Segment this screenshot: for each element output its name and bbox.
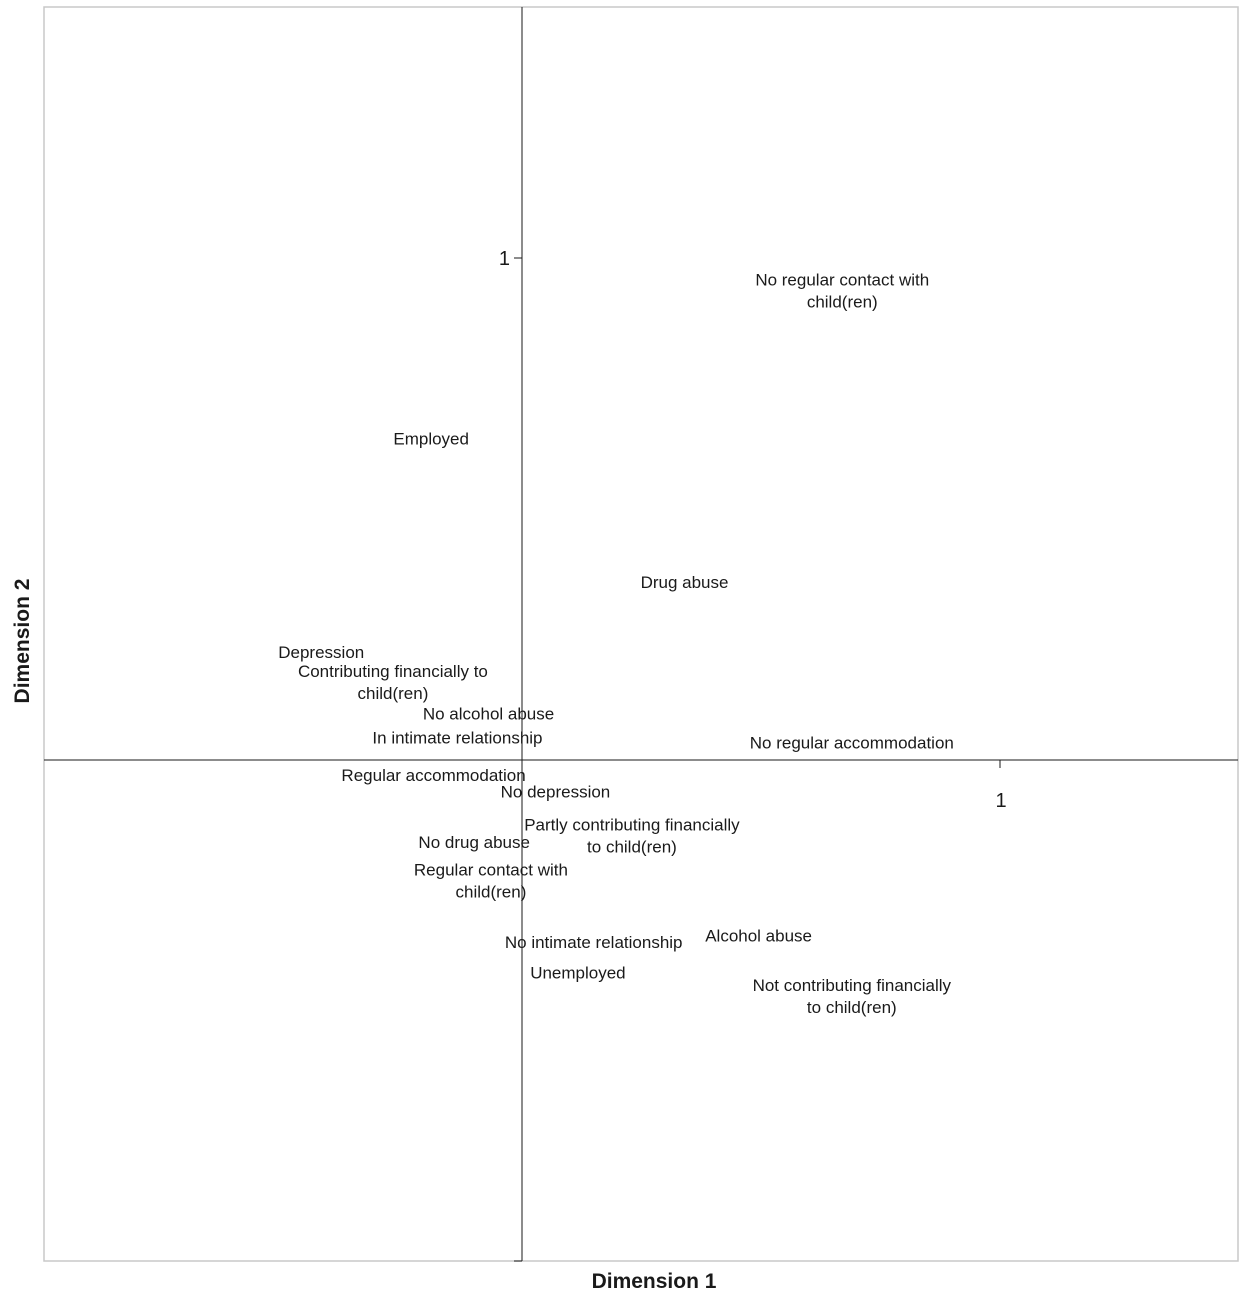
point-label-line: child(ren) bbox=[456, 882, 527, 901]
point-label: No drug abuse bbox=[418, 833, 530, 852]
point-label-line: child(ren) bbox=[807, 293, 878, 312]
point-label: In intimate relationship bbox=[372, 728, 542, 747]
point-label-line: No alcohol abuse bbox=[423, 704, 554, 723]
y-axis-title: Dimension 2 bbox=[11, 579, 34, 704]
point-label-line: Regular contact with bbox=[414, 860, 568, 879]
point-label-line: Regular accommodation bbox=[341, 766, 525, 785]
point-label-line: Alcohol abuse bbox=[705, 927, 812, 946]
point-label: No intimate relationship bbox=[505, 933, 683, 952]
point-label-line: No depression bbox=[501, 783, 611, 802]
point-label-line: Drug abuse bbox=[641, 573, 729, 592]
point-label: No regular accommodation bbox=[750, 733, 954, 752]
point-label: Not contributing financially to child(ren… bbox=[753, 976, 952, 1017]
point-label-line: Contributing financially to bbox=[298, 662, 488, 681]
point-label-line: No drug abuse bbox=[418, 833, 530, 852]
point-label-line: Depression bbox=[278, 643, 364, 662]
point-label-line: Employed bbox=[393, 430, 469, 449]
point-label: Employed bbox=[393, 430, 469, 449]
point-label-line: Not contributing financially bbox=[753, 976, 952, 995]
point-label-line: Unemployed bbox=[530, 963, 625, 982]
point-label-line: In intimate relationship bbox=[372, 728, 542, 747]
point-label: No alcohol abuse bbox=[423, 704, 554, 723]
point-label-line: to child(ren) bbox=[587, 837, 677, 856]
x-axis-title: Dimension 1 bbox=[592, 1270, 717, 1293]
point-label: Depression bbox=[278, 643, 364, 662]
point-label-line: child(ren) bbox=[358, 684, 429, 703]
point-label-line: No regular contact with bbox=[755, 271, 929, 290]
point-label-line: Partly contributing financially bbox=[524, 815, 740, 834]
point-label: Contributing financially to child(ren) bbox=[298, 662, 488, 703]
y-tick-label: 1 bbox=[499, 248, 510, 270]
x-tick-label: 1 bbox=[995, 790, 1006, 812]
point-label: Partly contributing financially to child(… bbox=[524, 815, 740, 856]
point-label: Unemployed bbox=[530, 963, 625, 982]
axis-ticks: 11 bbox=[499, 248, 1007, 1262]
point-label-line: No intimate relationship bbox=[505, 933, 683, 952]
point-label-line: to child(ren) bbox=[807, 998, 897, 1017]
point-label-line: No regular accommodation bbox=[750, 733, 954, 752]
point-labels: No regular contact with child(ren) Employe… bbox=[278, 271, 954, 1017]
point-label: Alcohol abuse bbox=[705, 927, 812, 946]
plot-frame bbox=[43, 6, 1239, 1262]
point-label: Regular contact with child(ren) bbox=[414, 860, 568, 901]
point-label: No regular contact with child(ren) bbox=[755, 271, 929, 312]
point-label: Regular accommodation bbox=[341, 766, 525, 785]
point-label: Drug abuse bbox=[641, 573, 729, 592]
point-label: No depression bbox=[501, 783, 611, 802]
